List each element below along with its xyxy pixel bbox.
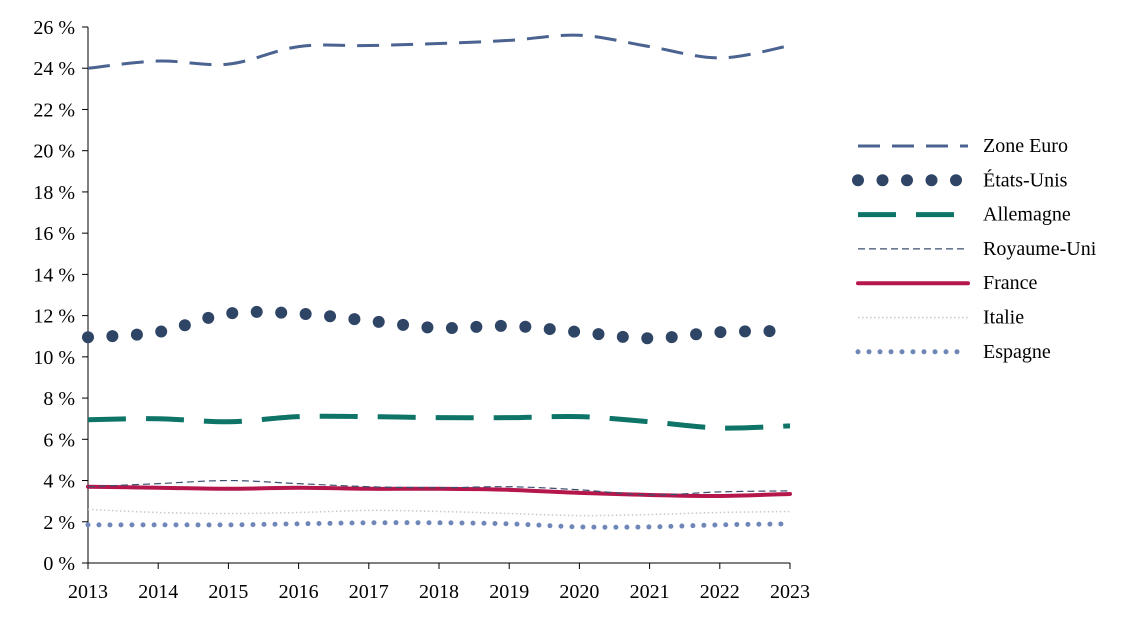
y-tick-label: 26 %	[33, 17, 75, 39]
x-tick-label: 2017	[349, 581, 389, 603]
series-line-etats-unis	[82, 305, 796, 345]
series-group	[82, 33, 796, 530]
y-tick-label: 24 %	[33, 58, 75, 80]
x-tick-label: 2022	[700, 581, 740, 603]
legend-label: Royaume-Uni	[983, 238, 1097, 260]
y-tick-label: 10 %	[33, 347, 75, 369]
axes: 0 % 2 % 4 % 6 % 8 % 10 % 12 % 14 % 16 % 18 % 20 % 2…	[33, 17, 810, 603]
x-tick-label: 2013	[68, 581, 108, 603]
x-tick-label: 2020	[559, 581, 599, 603]
legend-item-italie: Italie	[858, 307, 1024, 329]
series-line-espagne	[85, 520, 793, 530]
legend-label: Espagne	[983, 341, 1051, 363]
legend-item-etats-unis: États-Unis	[852, 168, 1068, 191]
x-tick-label: 2016	[279, 581, 319, 603]
y-tick-label: 4 %	[43, 471, 75, 493]
y-tick-label: 8 %	[43, 388, 75, 410]
x-tick-label: 2018	[419, 581, 459, 603]
series-line-zone-euro	[87, 33, 791, 70]
legend-label: Allemagne	[983, 204, 1071, 226]
y-tick-label: 20 %	[33, 141, 75, 163]
y-tick-label: 18 %	[33, 182, 75, 204]
legend-item-france: France	[856, 272, 1038, 294]
legend-label: France	[983, 272, 1038, 294]
legend: Zone Euro États-Unis Allemagne Royaume-Uni F…	[852, 135, 1097, 363]
y-tick-label: 2 %	[43, 512, 75, 534]
x-tick-label: 2021	[630, 581, 670, 603]
legend-item-allemagne: Allemagne	[858, 204, 1071, 226]
y-tick-label: 12 %	[33, 306, 75, 328]
y-tick-label: 22 %	[33, 99, 75, 121]
x-tick-label: 2019	[489, 581, 529, 603]
x-tick-label: 2014	[138, 581, 178, 603]
x-tick-label: 2015	[208, 581, 248, 603]
legend-label: États-Unis	[983, 168, 1068, 191]
series-line-france	[86, 484, 792, 499]
legend-item-zone-euro: Zone Euro	[858, 135, 1068, 157]
series-line-allemagne	[87, 413, 791, 431]
legend-label: Zone Euro	[983, 135, 1068, 157]
y-tick-label: 6 %	[43, 429, 75, 451]
y-tick-label: 14 %	[33, 264, 75, 286]
x-tick-label: 2023	[770, 581, 810, 603]
legend-item-royaume-uni: Royaume-Uni	[858, 238, 1097, 260]
legend-item-espagne: Espagne	[855, 341, 1051, 363]
y-tick-label: 0 %	[43, 553, 75, 575]
legend-label: Italie	[983, 307, 1024, 329]
series-line-italie	[87, 508, 791, 517]
y-tick-label: 16 %	[33, 223, 75, 245]
